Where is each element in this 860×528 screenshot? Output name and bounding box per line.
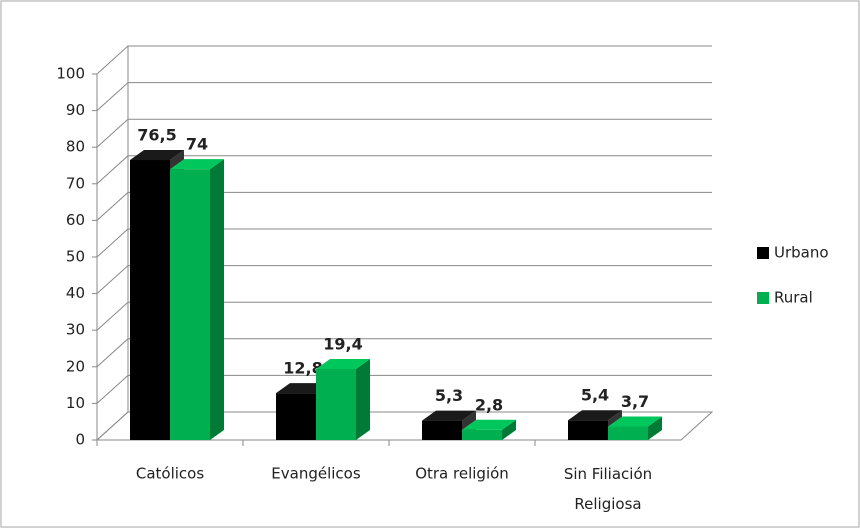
value-label: 2,8 (475, 395, 503, 414)
y-tick-label: 50 (66, 248, 85, 266)
value-label: 74 (186, 135, 208, 154)
value-label: 19,4 (323, 334, 362, 353)
bar-top (608, 416, 662, 427)
value-label: 12,8 (283, 359, 322, 378)
x-tick-label: Otra religión (415, 465, 509, 483)
legend-label: Rural (774, 289, 813, 307)
value-label: 3,7 (621, 392, 649, 411)
y-tick-label: 80 (66, 138, 85, 156)
value-label: 5,4 (581, 386, 609, 405)
bar-top (130, 150, 184, 161)
legend-label: Urbano (774, 244, 829, 262)
bar-top (170, 159, 224, 170)
bar-front (276, 393, 316, 440)
bar (462, 419, 516, 440)
bar-front (170, 169, 210, 440)
y-tick-label: 70 (66, 174, 85, 192)
bar-front (608, 426, 648, 440)
bar-front (568, 420, 608, 440)
x-tick-label-line: Religiosa (574, 495, 641, 513)
bar-top (422, 410, 476, 421)
y-tick-label: 90 (66, 101, 85, 119)
value-label: 5,3 (435, 386, 463, 405)
bar-front (422, 420, 462, 440)
bar (170, 159, 224, 440)
bar-side (502, 419, 516, 440)
bar-top (462, 419, 516, 430)
bar-side (210, 159, 224, 440)
y-tick-label: 60 (66, 211, 85, 229)
bar (316, 358, 370, 440)
bar (608, 416, 662, 440)
y-tick-label: 100 (56, 65, 85, 83)
legend-swatch (757, 247, 769, 259)
bar-front (130, 160, 170, 440)
x-tick-label: Evangélicos (271, 465, 361, 483)
x-tick-label: Católicos (136, 465, 204, 483)
y-tick-label: 10 (66, 394, 85, 412)
bar-side (648, 416, 662, 440)
value-label: 76,5 (137, 126, 176, 145)
bar-front (462, 429, 502, 440)
y-tick-label: 40 (66, 284, 85, 302)
x-tick-label: Sin Filiación Religiosa (564, 465, 652, 513)
legend-swatch (757, 292, 769, 304)
x-tick-label-line: Sin Filiación (564, 465, 652, 483)
bar-side (356, 358, 370, 440)
bar-front (316, 368, 356, 440)
y-tick-label: 0 (75, 431, 85, 449)
y-tick-label: 20 (66, 357, 85, 375)
bar-top (316, 358, 370, 369)
y-tick-label: 30 (66, 321, 85, 339)
bar-top (568, 410, 622, 421)
